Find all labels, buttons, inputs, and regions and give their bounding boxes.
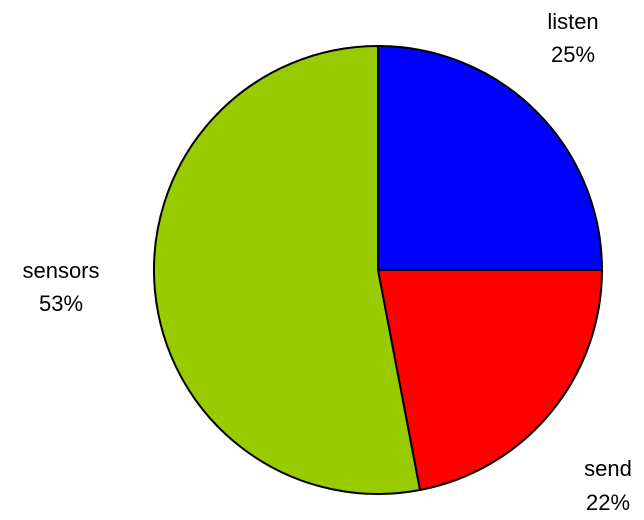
pie-slice-listen bbox=[377, 45, 603, 271]
slice-label-sensors: sensors bbox=[22, 258, 99, 283]
pie-slices bbox=[153, 45, 603, 495]
slice-percent-sensors: 53% bbox=[39, 291, 83, 316]
slice-label-listen: listen bbox=[547, 9, 598, 34]
slice-percent-listen: 25% bbox=[551, 42, 595, 67]
slice-label-send: send bbox=[584, 456, 632, 481]
slice-percent-send: 22% bbox=[586, 490, 630, 515]
pie-labels: listen 25% send 22% sensors 53% bbox=[22, 9, 631, 515]
pie-slice-send bbox=[377, 269, 603, 492]
pie-slice-sensors bbox=[153, 45, 421, 495]
